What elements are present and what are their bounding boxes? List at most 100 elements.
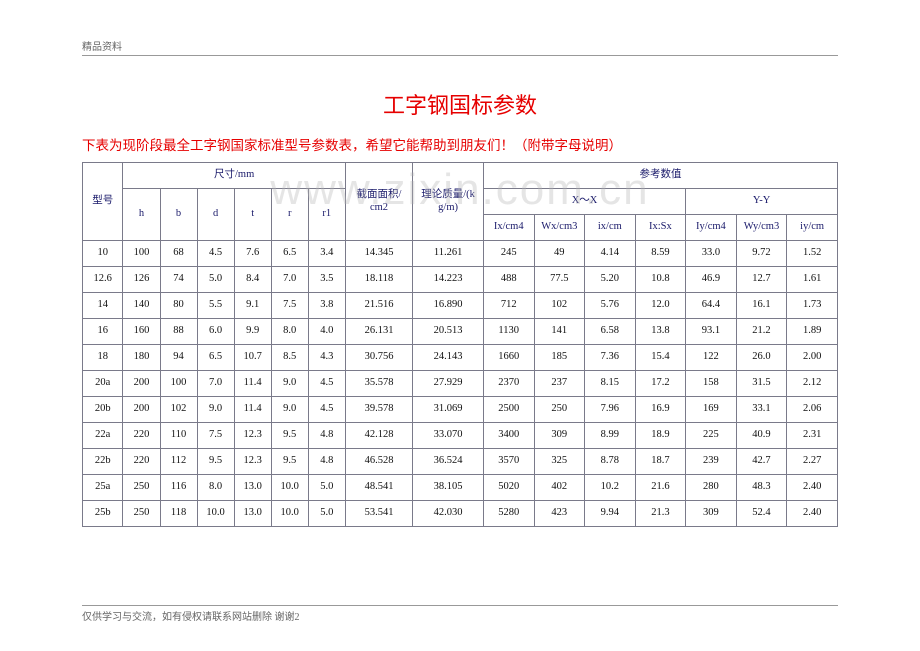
- th-r1: r1: [308, 189, 345, 241]
- th-area-l1: 截面面积/: [357, 189, 402, 200]
- cell-t: 13.0: [234, 475, 271, 501]
- cell-d: 5.0: [197, 267, 234, 293]
- cell-m: 25a: [83, 475, 123, 501]
- cell-iy: 309: [686, 501, 737, 527]
- cell-iy: 158: [686, 371, 737, 397]
- page-subtitle: 下表为现阶段最全工字钢国家标准型号参数表，希望它能帮助到朋友们！（附带字母说明）: [82, 134, 838, 154]
- cell-r: 8.0: [271, 319, 308, 345]
- cell-mass: 16.890: [413, 293, 484, 319]
- cell-r: 10.0: [271, 475, 308, 501]
- cell-area: 53.541: [345, 501, 412, 527]
- cell-d: 10.0: [197, 501, 234, 527]
- cell-t: 11.4: [234, 397, 271, 423]
- th-area: 截面面积/ cm2: [345, 163, 412, 241]
- cell-m: 25b: [83, 501, 123, 527]
- cell-icy: 1.89: [787, 319, 838, 345]
- cell-r1: 3.8: [308, 293, 345, 319]
- cell-m: 22b: [83, 449, 123, 475]
- cell-wy: 31.5: [736, 371, 787, 397]
- cell-h: 250: [123, 475, 160, 501]
- th-yy: Y-Y: [686, 189, 838, 215]
- th-icy: iy/cm: [787, 215, 838, 241]
- cell-icx: 5.20: [585, 267, 636, 293]
- cell-r: 6.5: [271, 241, 308, 267]
- cell-ixsx: 13.8: [635, 319, 686, 345]
- cell-icy: 1.73: [787, 293, 838, 319]
- cell-mass: 24.143: [413, 345, 484, 371]
- cell-icx: 5.76: [585, 293, 636, 319]
- table-row: 25b25011810.013.010.05.053.54142.0305280…: [83, 501, 838, 527]
- cell-r1: 5.0: [308, 501, 345, 527]
- cell-m: 10: [83, 241, 123, 267]
- table-row: 10100684.57.66.53.414.34511.261245494.14…: [83, 241, 838, 267]
- cell-b: 68: [160, 241, 197, 267]
- cell-iy: 239: [686, 449, 737, 475]
- cell-d: 9.0: [197, 397, 234, 423]
- th-ixsx: Ix:Sx: [635, 215, 686, 241]
- cell-ix: 712: [483, 293, 534, 319]
- cell-iy: 46.9: [686, 267, 737, 293]
- th-mass: 理论质量/(k g/m): [413, 163, 484, 241]
- cell-ixsx: 21.6: [635, 475, 686, 501]
- cell-area: 26.131: [345, 319, 412, 345]
- cell-wy: 42.7: [736, 449, 787, 475]
- cell-d: 7.5: [197, 423, 234, 449]
- cell-wy: 9.72: [736, 241, 787, 267]
- cell-wx: 185: [534, 345, 585, 371]
- cell-ixsx: 17.2: [635, 371, 686, 397]
- cell-m: 20a: [83, 371, 123, 397]
- cell-b: 102: [160, 397, 197, 423]
- cell-wy: 52.4: [736, 501, 787, 527]
- cell-icx: 8.15: [585, 371, 636, 397]
- cell-area: 39.578: [345, 397, 412, 423]
- cell-r1: 5.0: [308, 475, 345, 501]
- cell-h: 140: [123, 293, 160, 319]
- cell-d: 9.5: [197, 449, 234, 475]
- cell-iy: 64.4: [686, 293, 737, 319]
- cell-mass: 20.513: [413, 319, 484, 345]
- cell-wx: 237: [534, 371, 585, 397]
- table-row: 12.6126745.08.47.03.518.11814.22348877.5…: [83, 267, 838, 293]
- cell-d: 6.0: [197, 319, 234, 345]
- cell-ix: 1660: [483, 345, 534, 371]
- cell-r1: 4.8: [308, 449, 345, 475]
- table-header: 型号 尺寸/mm 截面面积/ cm2 理论质量/(k g/m) 参考数值 h b…: [83, 163, 838, 241]
- cell-h: 250: [123, 501, 160, 527]
- cell-ixsx: 16.9: [635, 397, 686, 423]
- cell-ix: 3570: [483, 449, 534, 475]
- cell-mass: 38.105: [413, 475, 484, 501]
- table-row: 14140805.59.17.53.821.51616.8907121025.7…: [83, 293, 838, 319]
- table-row: 20b2001029.011.49.04.539.57831.069250025…: [83, 397, 838, 423]
- cell-area: 48.541: [345, 475, 412, 501]
- cell-t: 8.4: [234, 267, 271, 293]
- cell-wy: 26.0: [736, 345, 787, 371]
- table-row: 25a2501168.013.010.05.048.54138.10550204…: [83, 475, 838, 501]
- cell-icy: 2.40: [787, 501, 838, 527]
- cell-icx: 6.58: [585, 319, 636, 345]
- th-model: 型号: [83, 163, 123, 241]
- cell-icy: 2.31: [787, 423, 838, 449]
- table-row: 18180946.510.78.54.330.75624.14316601857…: [83, 345, 838, 371]
- cell-t: 13.0: [234, 501, 271, 527]
- th-ix: Ix/cm4: [483, 215, 534, 241]
- cell-wy: 40.9: [736, 423, 787, 449]
- cell-area: 35.578: [345, 371, 412, 397]
- cell-mass: 36.524: [413, 449, 484, 475]
- cell-iy: 169: [686, 397, 737, 423]
- cell-wy: 12.7: [736, 267, 787, 293]
- cell-r1: 4.0: [308, 319, 345, 345]
- cell-d: 8.0: [197, 475, 234, 501]
- cell-wx: 402: [534, 475, 585, 501]
- cell-icy: 2.40: [787, 475, 838, 501]
- cell-m: 16: [83, 319, 123, 345]
- cell-area: 18.118: [345, 267, 412, 293]
- cell-icy: 2.00: [787, 345, 838, 371]
- cell-area: 21.516: [345, 293, 412, 319]
- cell-mass: 27.929: [413, 371, 484, 397]
- cell-h: 160: [123, 319, 160, 345]
- cell-iy: 225: [686, 423, 737, 449]
- cell-ixsx: 8.59: [635, 241, 686, 267]
- cell-wx: 423: [534, 501, 585, 527]
- cell-icx: 7.36: [585, 345, 636, 371]
- cell-area: 14.345: [345, 241, 412, 267]
